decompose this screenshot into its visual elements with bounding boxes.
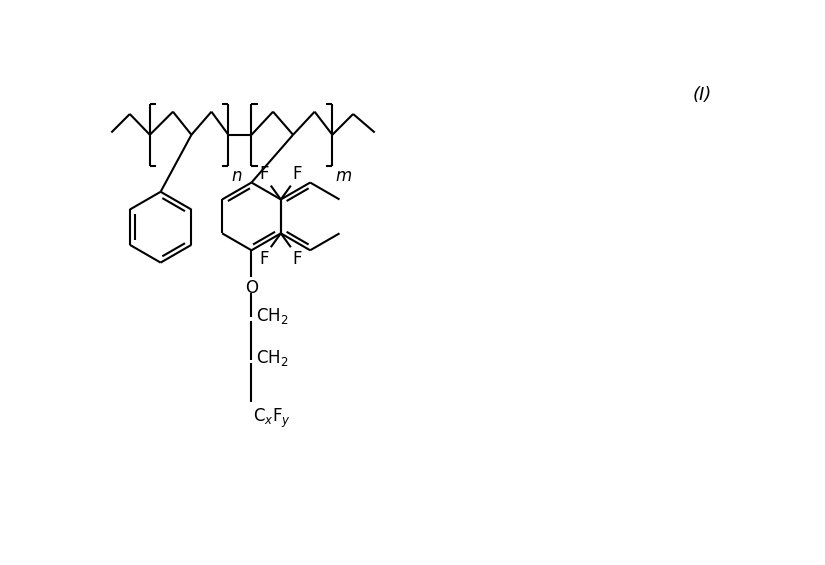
- Text: (I): (I): [692, 86, 711, 104]
- Text: F: F: [292, 250, 302, 267]
- Text: C$_x$F$_y$: C$_x$F$_y$: [253, 407, 291, 430]
- Text: m: m: [336, 167, 351, 185]
- Text: CH$_2$: CH$_2$: [256, 348, 289, 368]
- Text: n: n: [232, 167, 242, 185]
- Text: O: O: [245, 279, 258, 297]
- Text: F: F: [292, 166, 302, 183]
- Text: F: F: [260, 166, 269, 183]
- Text: F: F: [260, 250, 269, 267]
- Text: CH$_2$: CH$_2$: [256, 306, 289, 326]
